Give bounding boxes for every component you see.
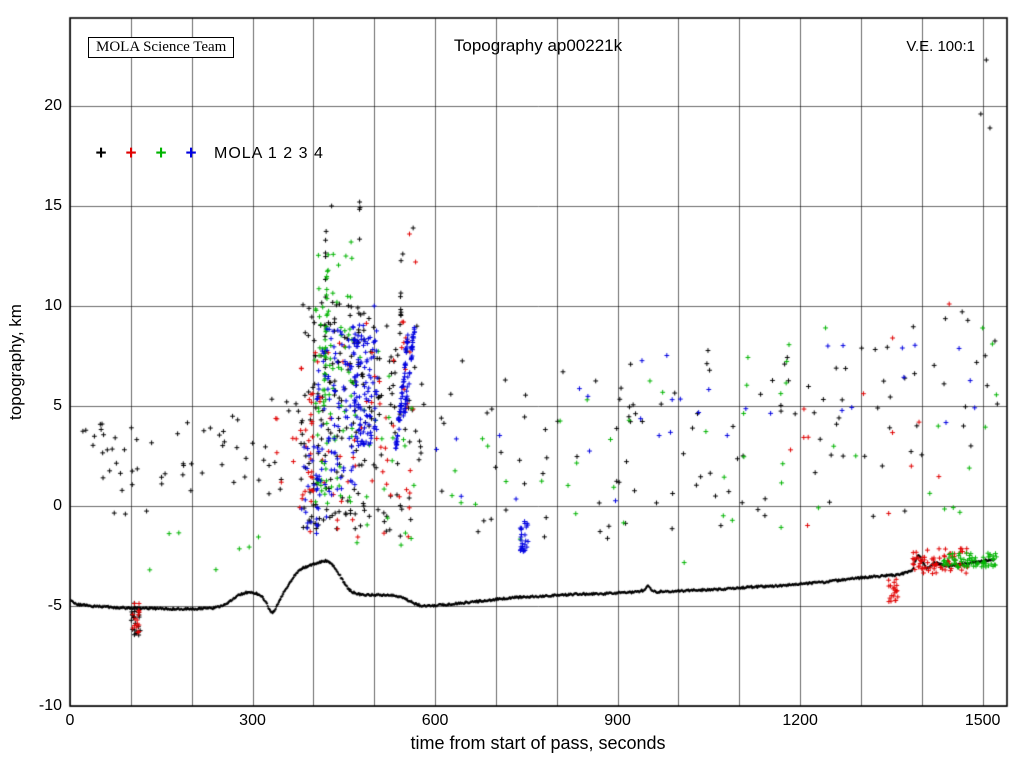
legend: + + + + MOLA 1 2 3 4	[86, 144, 324, 164]
legend-marker-mola-2: +	[125, 143, 137, 164]
y-tick-label: 20	[44, 97, 62, 114]
science-team-badge: MOLA Science Team	[88, 37, 235, 58]
y-tick-label: -10	[38, 697, 62, 714]
legend-marker-mola-3: +	[155, 143, 167, 164]
x-axis-label: time from start of pass, seconds	[410, 733, 666, 753]
x-tick-label: 1200	[782, 712, 818, 729]
x-tick-label: 0	[65, 712, 75, 729]
legend-marker-mola-4: +	[185, 143, 197, 164]
y-tick-label: -5	[47, 597, 62, 614]
vertical-exaggeration-label: V.E. 100:1	[906, 38, 975, 55]
y-tick-label: 15	[44, 197, 62, 214]
legend-markers: + + + +	[86, 144, 206, 164]
y-tick-label: 0	[53, 497, 62, 514]
y-tick-label: 10	[44, 297, 62, 314]
x-tick-label: 300	[239, 712, 266, 729]
x-tick-label: 600	[421, 712, 449, 729]
legend-label: MOLA 1 2 3 4	[214, 145, 324, 162]
x-tick-label: 1500	[964, 712, 1001, 729]
y-tick-label: 5	[53, 397, 62, 414]
x-tick-label: 900	[604, 712, 631, 729]
chart-title: Topography ap00221k	[453, 36, 623, 55]
legend-marker-mola-1: +	[95, 143, 107, 164]
